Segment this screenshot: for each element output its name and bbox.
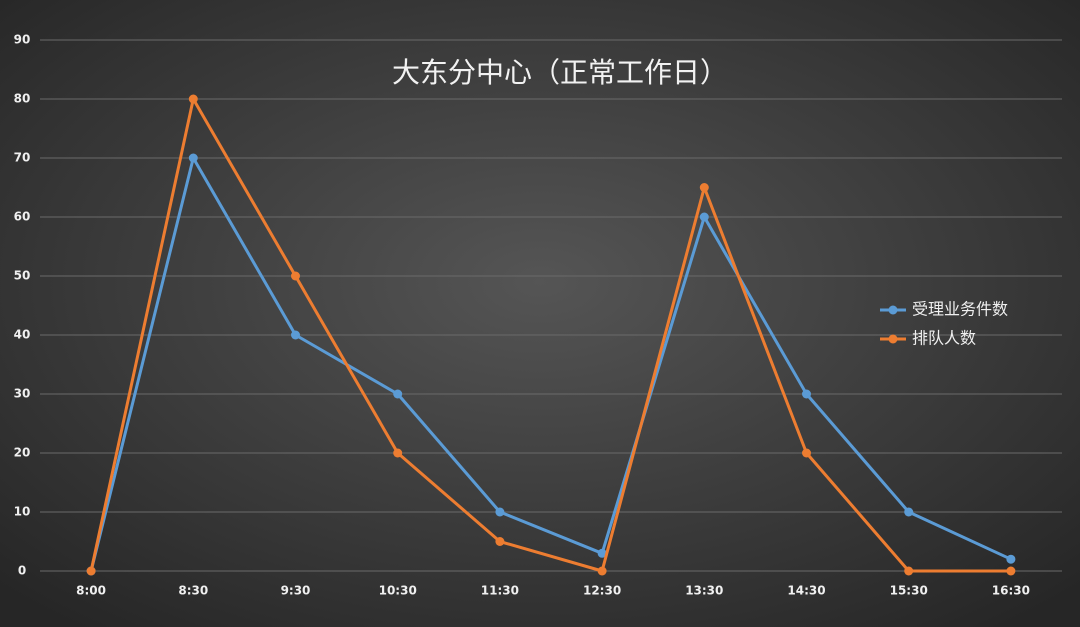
data-point — [699, 212, 709, 222]
x-tick-label: 8:30 — [178, 584, 208, 598]
legend-label: 排队人数 — [912, 329, 976, 348]
y-tick-label: 80 — [14, 92, 31, 106]
x-tick-label: 16:30 — [992, 584, 1030, 598]
y-tick-label: 0 — [18, 564, 26, 578]
x-tick-label: 11:30 — [481, 584, 519, 598]
data-point — [904, 507, 914, 517]
legend-label: 受理业务件数 — [912, 300, 1008, 319]
x-tick-label: 15:30 — [890, 584, 928, 598]
data-point — [597, 548, 607, 558]
x-tick-label: 14:30 — [787, 584, 825, 598]
y-tick-label: 10 — [14, 505, 31, 519]
y-tick-label: 60 — [14, 210, 31, 224]
series-line — [89, 156, 1012, 572]
y-tick-label: 20 — [14, 446, 31, 460]
data-point — [904, 566, 914, 576]
y-tick-label: 50 — [14, 269, 31, 283]
chart-title: 大东分中心（正常工作日） — [392, 56, 728, 89]
x-tick-label: 10:30 — [379, 584, 417, 598]
data-point — [291, 330, 300, 340]
x-tick-label: 8:00 — [76, 584, 106, 598]
legend-marker — [888, 305, 898, 315]
data-point — [495, 537, 505, 546]
data-point — [188, 94, 198, 104]
y-tick-label: 70 — [14, 151, 31, 165]
data-point — [188, 153, 198, 163]
data-point — [699, 183, 709, 192]
data-point — [86, 566, 96, 576]
y-tick-label: 40 — [14, 328, 31, 342]
data-point — [802, 448, 811, 458]
legend-marker — [888, 334, 898, 344]
x-tick-label: 12:30 — [583, 584, 621, 598]
data-point — [597, 566, 607, 576]
y-tick-label: 30 — [14, 387, 31, 401]
data-point — [393, 448, 403, 458]
x-tick-label: 13:30 — [685, 584, 723, 598]
data-point — [802, 389, 811, 399]
x-tick-label: 9:30 — [281, 584, 311, 598]
data-point — [1006, 554, 1016, 564]
series-line — [89, 97, 1011, 573]
data-point — [393, 389, 403, 399]
y-tick-label: 90 — [14, 33, 31, 47]
data-point — [291, 271, 300, 281]
data-point — [495, 507, 505, 517]
data-point — [1006, 566, 1016, 576]
